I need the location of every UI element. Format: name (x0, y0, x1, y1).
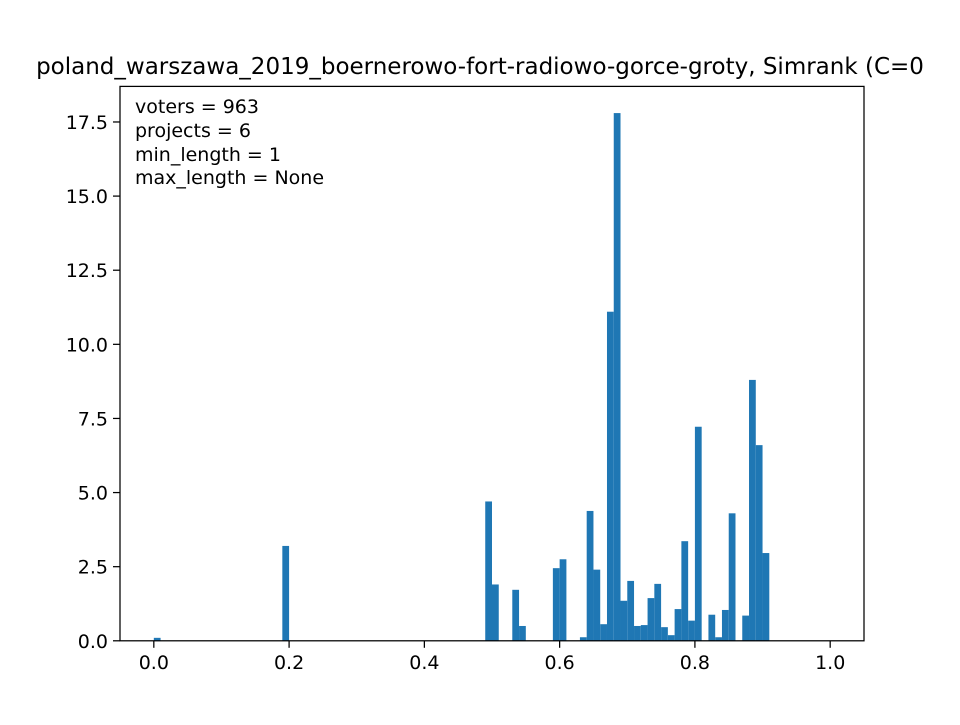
histogram-bar (552, 568, 560, 641)
histogram-bar (721, 609, 729, 641)
x-tick-label: 1.0 (815, 652, 845, 674)
y-tick-label: 10.0 (66, 334, 108, 356)
histogram-bar (694, 426, 702, 641)
y-tick-label: 2.5 (78, 557, 108, 579)
histogram-bar (153, 637, 161, 641)
histogram-bar (688, 620, 695, 641)
histogram-bar (606, 311, 614, 641)
y-tick-label: 5.0 (78, 483, 108, 505)
histogram-bar (667, 635, 675, 641)
histogram-bar (640, 625, 648, 641)
histogram-bar (654, 583, 662, 641)
histogram-bar (579, 637, 587, 641)
bars-group (153, 113, 770, 641)
x-tick-label: 0.8 (680, 652, 710, 674)
histogram-bar (593, 569, 601, 641)
histogram-bar (492, 584, 499, 641)
x-tick-label: 0.0 (139, 652, 169, 674)
histogram-bar (728, 513, 736, 641)
histogram-bar (600, 624, 607, 641)
histogram-bar (559, 559, 567, 641)
histogram-bar (519, 625, 526, 641)
histogram-bar (634, 625, 641, 641)
y-axis: 0.0 2.5 5.0 7.5 10.0 12.5 15.0 17.5 (66, 112, 120, 653)
annotation-min-length: min_length = 1 (135, 144, 281, 166)
histogram-bar (661, 627, 668, 641)
annotation-max-length: max_length = None (135, 167, 324, 189)
x-axis: 0.0 0.2 0.4 0.6 0.8 1.0 (139, 640, 845, 674)
histogram-bar (627, 580, 635, 641)
plot-frame (119, 85, 865, 642)
histogram-bar (708, 614, 716, 641)
x-tick-label: 0.4 (409, 652, 439, 674)
y-tick-label: 7.5 (78, 408, 108, 430)
y-tick-label: 15.0 (66, 186, 108, 208)
histogram-bar (749, 379, 756, 641)
histogram-bar (674, 609, 682, 641)
histogram-bar (512, 589, 520, 641)
y-tick-label: 12.5 (66, 260, 108, 282)
x-tick-label: 0.2 (274, 652, 304, 674)
histogram-bar (681, 541, 689, 641)
histogram-bar (755, 445, 763, 641)
chart-title: poland_warszawa_2019_boernerowo-fort-rad… (36, 54, 924, 80)
histogram-bar (647, 598, 655, 641)
histogram-bar (742, 615, 750, 641)
x-tick-label: 0.6 (545, 652, 575, 674)
histogram-bar (282, 545, 290, 641)
histogram-bar (586, 510, 594, 641)
y-tick-label: 17.5 (66, 112, 108, 134)
histogram-bar (620, 600, 628, 641)
y-tick-label: 0.0 (78, 631, 108, 653)
annotation-voters: voters = 963 (135, 96, 259, 118)
histogram-bar (485, 501, 492, 641)
annotation-projects: projects = 6 (135, 120, 251, 142)
histogram-bar (762, 553, 770, 641)
histogram-bar (715, 637, 722, 641)
histogram-bar (613, 113, 621, 641)
annotation-text-block: voters = 963 projects = 6 min_length = 1… (135, 96, 324, 189)
